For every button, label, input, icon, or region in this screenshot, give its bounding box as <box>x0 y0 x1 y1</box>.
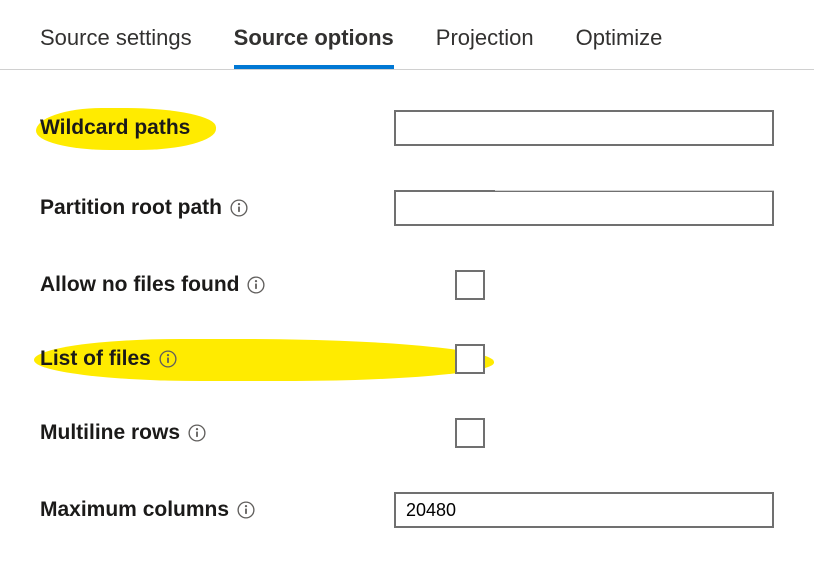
info-icon[interactable] <box>188 424 206 442</box>
label-maximum-columns: Maximum columns <box>40 498 229 522</box>
checkbox-list-of-files[interactable] <box>455 344 485 374</box>
label-partition-root-path: Partition root path <box>40 196 222 220</box>
info-icon[interactable] <box>159 350 177 368</box>
info-icon[interactable] <box>230 199 248 217</box>
row-allow-no-files: Allow no files found <box>40 270 774 300</box>
row-list-of-files: List of files <box>40 344 774 374</box>
input-maximum-columns[interactable] <box>394 492 774 528</box>
tab-optimize[interactable]: Optimize <box>576 25 663 69</box>
row-wildcard-paths: Wildcard paths <box>40 110 774 146</box>
row-maximum-columns: Maximum columns <box>40 492 774 528</box>
form-area: Wildcard paths Partition root path Allow… <box>0 70 814 528</box>
label-wildcard-paths: Wildcard paths <box>40 116 190 140</box>
input-partition-root-path[interactable] <box>394 190 774 226</box>
divider <box>495 190 774 191</box>
checkbox-multiline-rows[interactable] <box>455 418 485 448</box>
info-icon[interactable] <box>237 501 255 519</box>
tab-source-options[interactable]: Source options <box>234 25 394 69</box>
row-multiline-rows: Multiline rows <box>40 418 774 448</box>
label-list-of-files: List of files <box>40 347 151 371</box>
label-multiline-rows: Multiline rows <box>40 421 180 445</box>
checkbox-allow-no-files[interactable] <box>455 270 485 300</box>
tabs-bar: Source settings Source options Projectio… <box>0 0 814 70</box>
tab-source-settings[interactable]: Source settings <box>40 25 192 69</box>
tab-projection[interactable]: Projection <box>436 25 534 69</box>
input-wildcard-paths[interactable] <box>394 110 774 146</box>
row-partition-root-path: Partition root path <box>40 190 774 226</box>
info-icon[interactable] <box>247 276 265 294</box>
label-allow-no-files: Allow no files found <box>40 273 239 297</box>
